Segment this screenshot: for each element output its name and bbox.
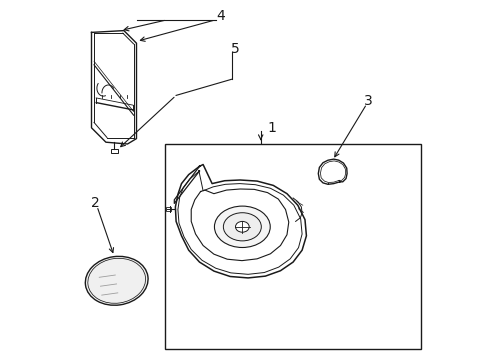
Text: 2: 2 (91, 197, 99, 210)
Text: 4: 4 (216, 9, 225, 23)
Ellipse shape (235, 221, 249, 232)
Bar (110, 149, 118, 153)
Bar (166, 207, 170, 211)
Bar (165, 144, 420, 349)
Text: 5: 5 (231, 42, 240, 55)
Text: 1: 1 (266, 121, 275, 135)
Text: 3: 3 (364, 94, 372, 108)
Ellipse shape (85, 256, 148, 305)
Ellipse shape (223, 213, 261, 241)
Ellipse shape (214, 206, 270, 248)
